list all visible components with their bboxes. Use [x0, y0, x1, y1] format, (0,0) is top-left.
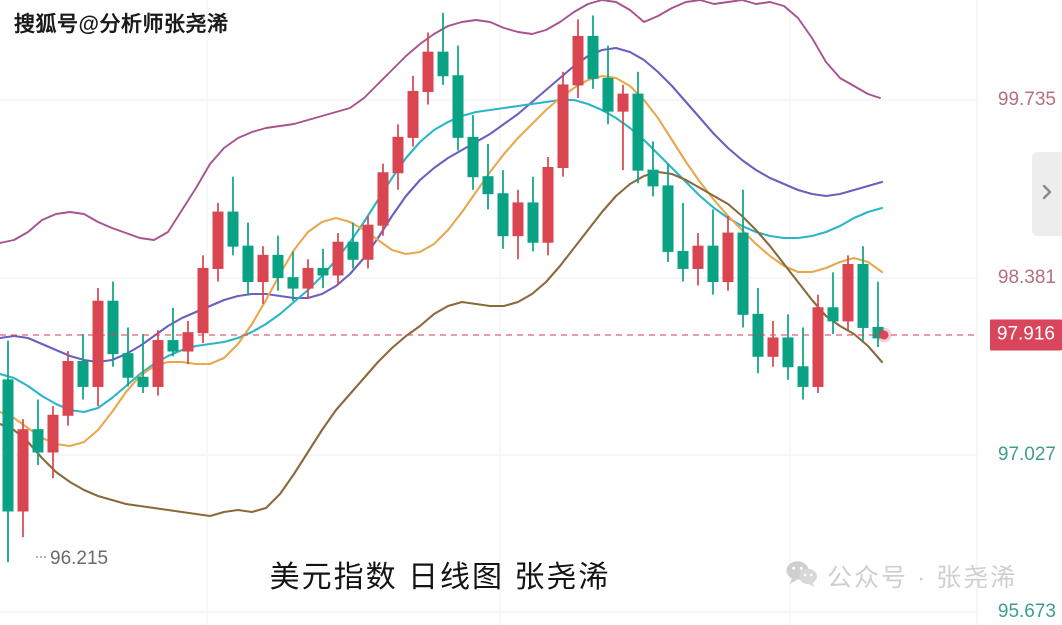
- candle[interactable]: [602, 45, 614, 125]
- candle[interactable]: [842, 255, 854, 331]
- price-axis-label: 97.027: [997, 444, 1056, 465]
- candle[interactable]: [782, 314, 794, 380]
- candle[interactable]: [107, 281, 119, 367]
- candle[interactable]: [47, 406, 59, 479]
- ma-line-boll_upper: [0, 0, 881, 244]
- candle[interactable]: [797, 327, 809, 400]
- ma-line-ma_short: [0, 74, 884, 448]
- candle[interactable]: [182, 320, 194, 365]
- candle[interactable]: [347, 222, 359, 269]
- candle[interactable]: [692, 233, 704, 286]
- candle[interactable]: [767, 320, 779, 367]
- candle[interactable]: [617, 84, 629, 171]
- candle[interactable]: [722, 216, 734, 291]
- expand-panel-button[interactable]: [1032, 152, 1062, 236]
- candle[interactable]: [77, 334, 89, 400]
- price-axis[interactable]: 99.735 98.381 97.027 95.673 97.916: [977, 0, 1062, 625]
- candle[interactable]: [452, 45, 464, 151]
- source-watermark: 搜狐号@分析师张尧浠: [14, 13, 229, 36]
- candle[interactable]: [302, 259, 314, 299]
- ma-line-trend: [0, 170, 884, 518]
- candle[interactable]: [227, 176, 239, 256]
- price-axis-label: 99.735: [997, 89, 1056, 110]
- candle[interactable]: [512, 189, 524, 260]
- price-axis-label: 98.381: [997, 267, 1056, 288]
- candle[interactable]: [812, 294, 824, 393]
- candle[interactable]: [272, 235, 284, 291]
- candle[interactable]: [137, 334, 149, 393]
- candle[interactable]: [62, 351, 74, 426]
- candlestick-series[interactable]: [2, 12, 884, 563]
- candle[interactable]: [572, 19, 584, 99]
- candle[interactable]: [527, 176, 539, 252]
- candle[interactable]: [647, 141, 659, 197]
- candle[interactable]: [497, 170, 509, 249]
- candle[interactable]: [377, 163, 389, 236]
- candle[interactable]: [662, 163, 674, 262]
- candle[interactable]: [122, 327, 134, 387]
- candle[interactable]: [17, 419, 29, 538]
- current-price-badge[interactable]: 97.916: [989, 319, 1062, 351]
- vertical-gridlines: [206, 0, 791, 625]
- wechat-watermark: 公众号 · 张尧浠: [786, 558, 1017, 594]
- wechat-watermark-text: 公众号 · 张尧浠: [827, 564, 1018, 592]
- price-axis-label: 95.673: [997, 601, 1056, 622]
- ma-line-ma_long: [0, 46, 884, 364]
- candle[interactable]: [707, 209, 719, 295]
- candle[interactable]: [827, 272, 839, 335]
- candle[interactable]: [437, 12, 449, 85]
- candle[interactable]: [317, 248, 329, 289]
- candle[interactable]: [737, 189, 749, 328]
- candle[interactable]: [752, 288, 764, 374]
- candle[interactable]: [287, 251, 299, 302]
- candle[interactable]: [152, 330, 164, 396]
- horizontal-gridlines: [0, 99, 977, 613]
- candle[interactable]: [392, 124, 404, 190]
- candle[interactable]: [2, 340, 14, 563]
- candle[interactable]: [467, 115, 479, 190]
- low-price-label: 96.215: [50, 548, 109, 569]
- current-price-line: [0, 327, 977, 343]
- candle[interactable]: [32, 399, 44, 466]
- chevron-right-icon: [1041, 182, 1054, 207]
- candle[interactable]: [407, 75, 419, 147]
- moving-average-lines: [0, 0, 884, 518]
- candle[interactable]: [362, 216, 374, 269]
- chart-title: 美元指数 日线图 张尧浠: [269, 561, 611, 594]
- candle[interactable]: [482, 143, 494, 210]
- candle[interactable]: [332, 233, 344, 286]
- candle[interactable]: [242, 222, 254, 295]
- candle[interactable]: [542, 157, 554, 256]
- candle[interactable]: [587, 15, 599, 89]
- candle[interactable]: [632, 71, 644, 184]
- candle[interactable]: [857, 246, 869, 341]
- candle[interactable]: [212, 202, 224, 282]
- candle[interactable]: [677, 202, 689, 282]
- candle[interactable]: [257, 246, 269, 304]
- candle[interactable]: [557, 71, 569, 177]
- candle[interactable]: [197, 255, 209, 344]
- candle[interactable]: [167, 307, 179, 357]
- candle[interactable]: [422, 32, 434, 105]
- candle[interactable]: [92, 288, 104, 407]
- wechat-icon: [786, 560, 818, 592]
